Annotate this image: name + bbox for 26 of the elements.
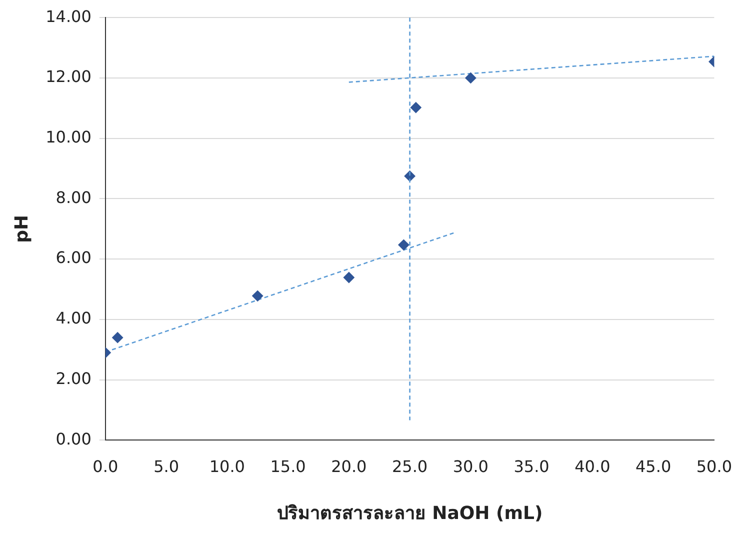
point xyxy=(398,239,410,250)
x-tick-label: 5.0 xyxy=(154,456,180,476)
point xyxy=(410,102,422,114)
y-tick-label: 14.00 xyxy=(46,6,92,26)
y-tick-label: 4.00 xyxy=(56,308,92,328)
point xyxy=(343,272,354,283)
y-tick-label: 0.00 xyxy=(56,429,92,448)
x-tick-label: 50.0 xyxy=(696,456,732,476)
x-tick-label: 15.0 xyxy=(270,456,306,476)
x-tick-label: 30.0 xyxy=(452,456,488,476)
point xyxy=(252,290,264,302)
point xyxy=(465,72,476,84)
x-axis-title: ปริมาตรสารละลาย NaOH (mL) xyxy=(276,502,543,524)
x-tick-label: 20.0 xyxy=(331,456,367,476)
y-axis-title: pH xyxy=(11,214,32,243)
x-tick-label: 40.0 xyxy=(574,456,610,476)
x-tick-label: 25.0 xyxy=(392,456,428,476)
y-tick-label: 12.00 xyxy=(46,67,92,86)
y-tick-label: 6.00 xyxy=(56,248,92,268)
x-tick-label: 45.0 xyxy=(635,456,672,476)
x-tick-label: 0.0 xyxy=(92,456,118,476)
x-tick-label: 10.0 xyxy=(209,456,245,476)
y-tick-label: 2.00 xyxy=(56,368,92,388)
y-tick-label: 10.00 xyxy=(46,128,92,146)
y-tick-label: 8.00 xyxy=(56,188,92,207)
x-tick-label: 35.0 xyxy=(514,456,550,476)
